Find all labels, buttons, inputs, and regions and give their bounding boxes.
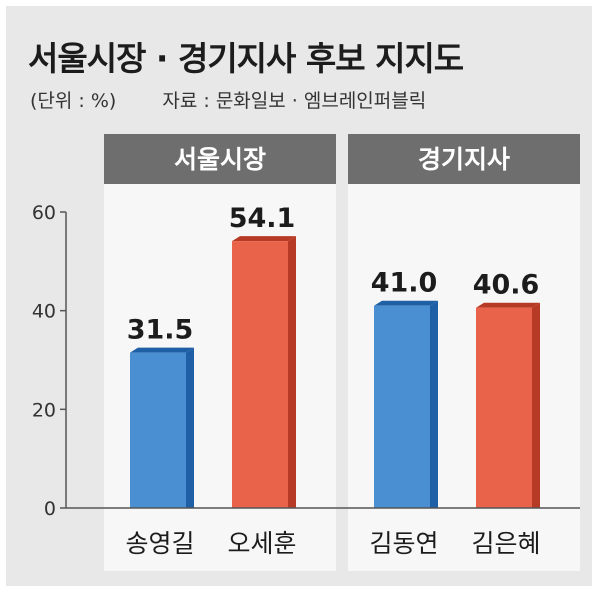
bar-side (186, 347, 194, 508)
x-tick-label: 오세훈 (227, 529, 296, 558)
bar (476, 307, 532, 508)
y-tick-label: 0 (44, 498, 56, 520)
unit-note: (단위 : %) (30, 90, 117, 112)
bar-top (232, 236, 296, 242)
group-header (348, 134, 580, 184)
data-label: 31.5 (127, 315, 194, 346)
x-tick-label: 김동연 (369, 529, 438, 558)
bar-top (130, 347, 194, 353)
y-tick-label: 20 (32, 399, 56, 421)
data-label: 41.0 (371, 268, 438, 299)
group-label: 경기지사 (418, 145, 510, 174)
chart-title: 서울시장 · 경기지사 후보 지지도 (28, 39, 464, 78)
bar-side (288, 236, 296, 508)
source-note: 자료 : 문화일보 · 엠브레인퍼블릭 (162, 90, 427, 112)
y-tick-label: 60 (32, 202, 56, 224)
subtitle-row: (단위 : %) 자료 : 문화일보 · 엠브레인퍼블릭 (30, 86, 426, 113)
x-tick-label: 김은혜 (471, 529, 540, 558)
x-tick-label: 송영길 (125, 529, 194, 558)
bar-side (430, 300, 438, 508)
bar (374, 305, 430, 508)
group-label: 서울시장 (174, 145, 266, 174)
data-label: 40.6 (473, 270, 540, 301)
bar-top (374, 300, 438, 306)
bar (232, 241, 288, 508)
group-header (104, 134, 336, 184)
bar-top (476, 302, 540, 308)
bar (130, 352, 186, 508)
bar-side (532, 302, 540, 508)
data-label: 54.1 (229, 203, 296, 234)
y-tick-label: 40 (32, 301, 56, 323)
